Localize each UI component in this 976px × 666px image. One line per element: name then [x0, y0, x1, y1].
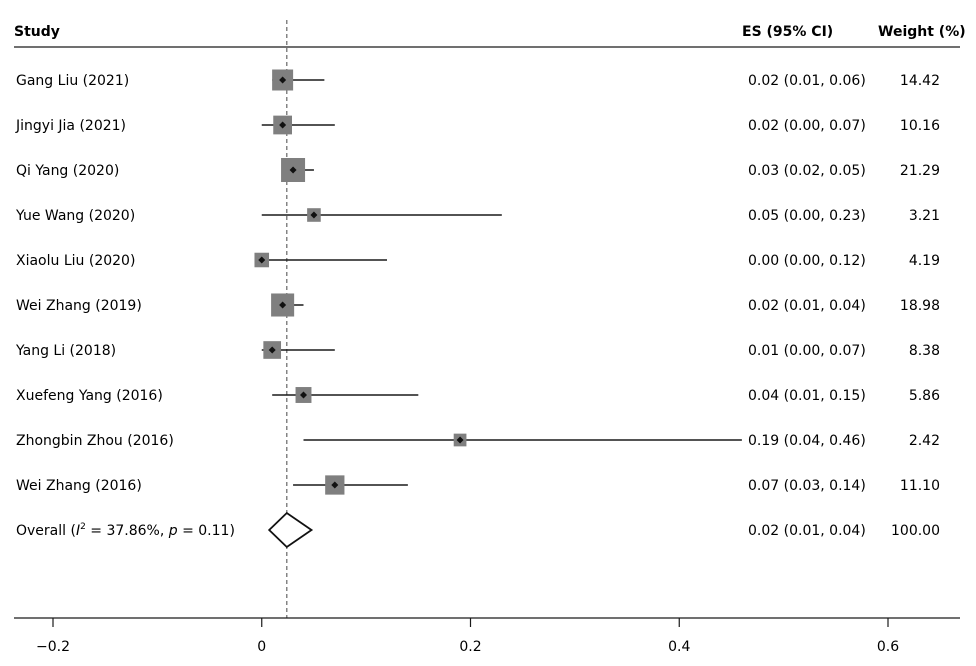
- overall-label-part: 2: [80, 522, 86, 532]
- study-name: Xuefeng Yang (2016): [16, 388, 163, 404]
- overall-label: Overall (I2 = 37.86%, p = 0.11): [16, 522, 235, 539]
- point-estimate-marker: [279, 121, 287, 129]
- study-row: Wei Zhang (2016) 0.07 (0.03, 0.14) 11.10: [16, 475, 940, 495]
- es-header: ES (95% CI): [742, 24, 833, 40]
- es-ci-value: 0.19 (0.04, 0.46): [748, 433, 866, 449]
- study-row: Zhongbin Zhou (2016) 0.19 (0.04, 0.46) 2.4…: [16, 433, 940, 449]
- x-tick-label: 0.6: [877, 639, 899, 655]
- overall-label-part: p: [168, 523, 178, 539]
- weight-value: 4.19: [909, 253, 940, 269]
- weight-value: 5.86: [909, 388, 940, 404]
- overall-label-part: Overall (: [16, 523, 76, 539]
- es-ci-value: 0.03 (0.02, 0.05): [748, 163, 866, 179]
- study-name: Jingyi Jia (2021): [15, 118, 126, 134]
- point-estimate-marker: [279, 76, 287, 84]
- study-name: Wei Zhang (2019): [16, 298, 142, 314]
- study-row: Yang Li (2018) 0.01 (0.00, 0.07) 8.38: [15, 341, 940, 359]
- study-header: Study: [14, 24, 60, 40]
- study-row: Yue Wang (2020) 0.05 (0.00, 0.23) 3.21: [15, 208, 940, 224]
- study-row: Xuefeng Yang (2016) 0.04 (0.01, 0.15) 5.86: [16, 387, 940, 404]
- study-row: Xiaolu Liu (2020) 0.00 (0.00, 0.12) 4.19: [16, 252, 940, 269]
- weight-value: 2.42: [909, 433, 940, 449]
- study-rows: Gang Liu (2021) 0.02 (0.01, 0.06) 14.42 Jin…: [15, 69, 940, 495]
- es-ci-value: 0.01 (0.00, 0.07): [748, 343, 866, 359]
- es-ci-value: 0.02 (0.01, 0.04): [748, 298, 866, 314]
- point-estimate-marker: [310, 211, 318, 219]
- overall-row: Overall (I2 = 37.86%, p = 0.11) 0.02 (0.0…: [16, 511, 940, 549]
- weight-value: 18.98: [900, 298, 940, 314]
- study-name: Yue Wang (2020): [15, 208, 135, 224]
- study-row: Wei Zhang (2019) 0.02 (0.01, 0.04) 18.98: [16, 293, 940, 317]
- point-estimate-marker: [268, 346, 276, 354]
- study-name: Gang Liu (2021): [16, 73, 129, 89]
- point-estimate-marker: [279, 301, 287, 309]
- overall-label-part: = 0.11): [178, 523, 235, 539]
- study-name: Yang Li (2018): [15, 343, 116, 359]
- weight-value: 8.38: [909, 343, 940, 359]
- es-ci-value: 0.02 (0.00, 0.07): [748, 118, 866, 134]
- point-estimate-marker: [456, 436, 464, 444]
- point-estimate-marker: [300, 391, 307, 399]
- header-row: Study ES (95% CI) Weight (%): [14, 24, 966, 40]
- overall-label-part: = 37.86%,: [86, 523, 169, 539]
- weight-value: 11.10: [900, 478, 940, 494]
- weight-value: 21.29: [900, 163, 940, 179]
- x-tick-label: −0.2: [36, 639, 70, 655]
- study-name: Qi Yang (2020): [16, 163, 119, 179]
- weight-value: 3.21: [909, 208, 940, 224]
- x-tick-label: 0: [257, 639, 266, 655]
- overall-diamond: [267, 511, 314, 549]
- es-ci-value: 0.05 (0.00, 0.23): [748, 208, 866, 224]
- study-name: Zhongbin Zhou (2016): [16, 433, 174, 449]
- study-name: Wei Zhang (2016): [16, 478, 142, 494]
- point-estimate-marker: [331, 481, 339, 489]
- study-name: Xiaolu Liu (2020): [16, 253, 135, 269]
- study-row: Qi Yang (2020) 0.03 (0.02, 0.05) 21.29: [16, 158, 940, 182]
- point-estimate-marker: [258, 256, 266, 264]
- x-tick-label: 0.4: [668, 639, 690, 655]
- x-tick-label: 0.2: [459, 639, 481, 655]
- overall-weight-value: 100.00: [891, 523, 940, 539]
- weight-value: 10.16: [900, 118, 940, 134]
- weight-value: 14.42: [900, 73, 940, 89]
- es-ci-value: 0.04 (0.01, 0.15): [748, 388, 866, 404]
- overall-label-part: I: [76, 523, 80, 539]
- study-row: Gang Liu (2021) 0.02 (0.01, 0.06) 14.42: [16, 69, 940, 91]
- study-row: Jingyi Jia (2021) 0.02 (0.00, 0.07) 10.16: [15, 115, 940, 135]
- overall-es-ci-value: 0.02 (0.01, 0.04): [748, 523, 866, 539]
- point-estimate-marker: [289, 166, 297, 174]
- es-ci-value: 0.07 (0.03, 0.14): [748, 478, 866, 494]
- es-ci-value: 0.02 (0.01, 0.06): [748, 73, 866, 89]
- es-ci-value: 0.00 (0.00, 0.12): [748, 253, 866, 269]
- x-axis: −0.2 0 0.2 0.4 0.6: [14, 617, 960, 655]
- weight-header: Weight (%): [878, 24, 966, 40]
